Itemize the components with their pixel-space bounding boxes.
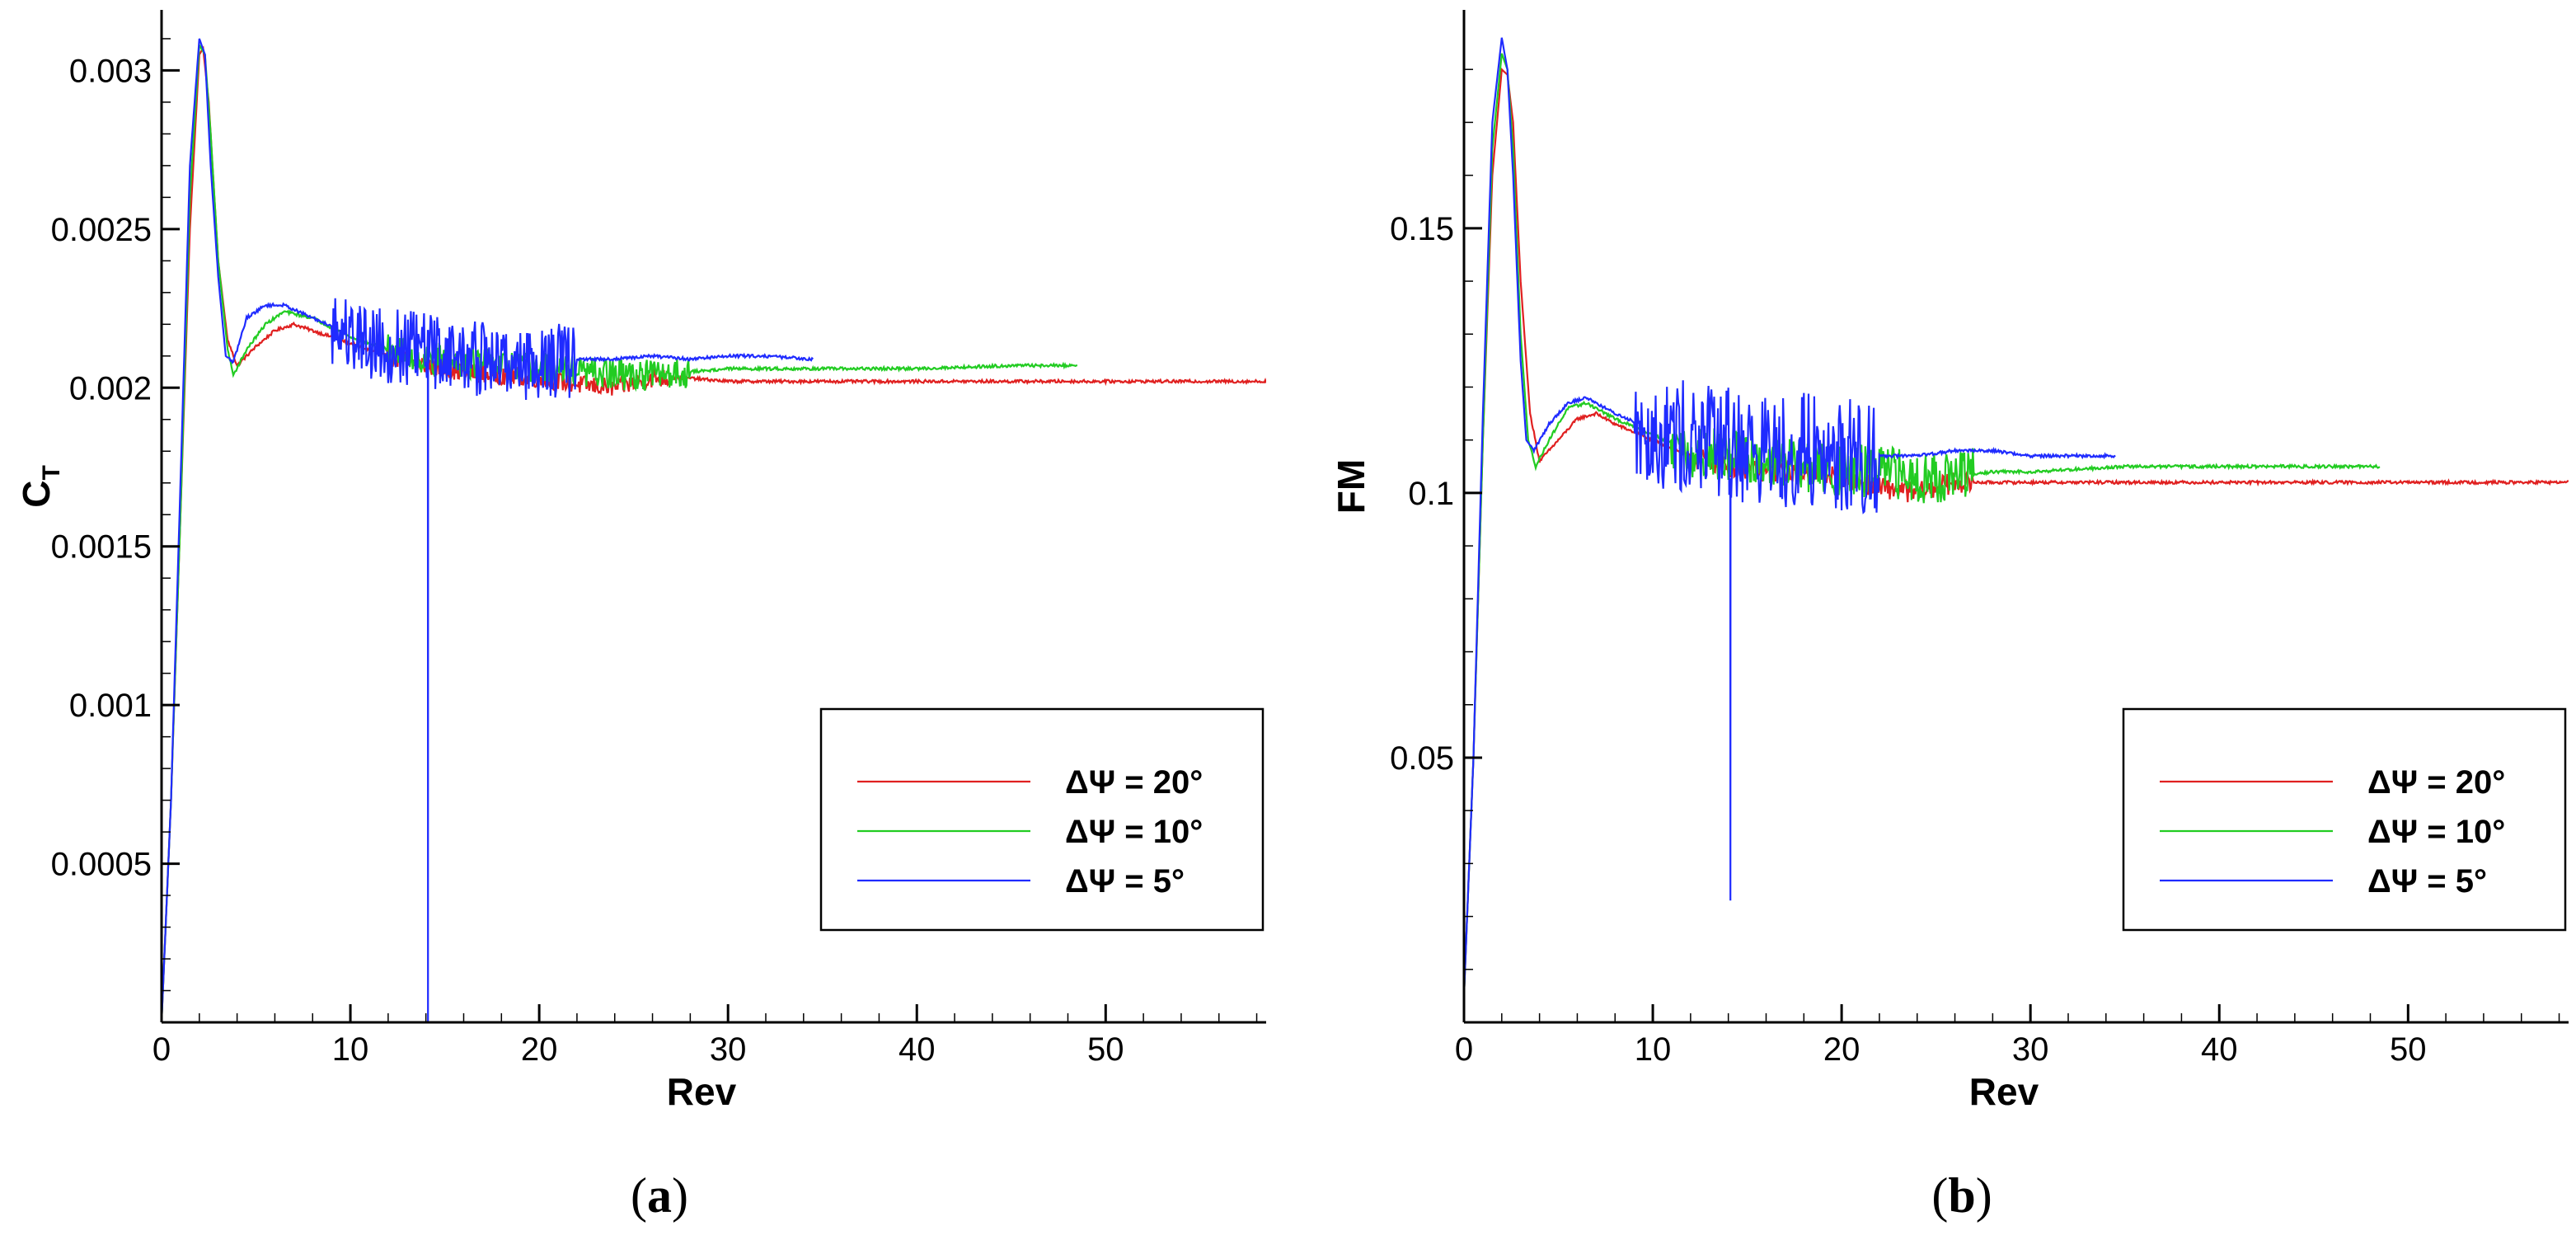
legend-label: ΔΨ = 5° [2367,863,2487,899]
x-tick-label: 10 [1635,1031,1672,1068]
legend-label: ΔΨ = 20° [1065,764,1203,801]
x-axis-label: Rev [1969,1070,2039,1113]
series-group [162,38,1266,1022]
legend-label: ΔΨ = 20° [2367,764,2505,801]
series-line-2 [1464,53,2381,996]
series-line-3 [1464,37,2116,996]
y-tick-label: 0.15 [1390,211,1454,247]
x-tick-label: 0 [1455,1031,1473,1068]
series-line-3 [162,38,814,1022]
y-tick-label: 0.0005 [51,847,152,883]
x-axis-label: Rev [667,1070,737,1113]
x-tick-label: 30 [710,1031,747,1068]
y-tick-label: 0.001 [69,688,152,724]
y-tick-label: 0.003 [69,53,152,89]
legend-label: ΔΨ = 10° [1065,814,1203,850]
panel-a-chart: 0 10 20 30 40 50 0.0005 0.001 0.0015 0.002 0.0025 0… [15,10,1266,1223]
x-tick-label: 40 [899,1031,936,1068]
legend-label: ΔΨ = 10° [2367,814,2505,850]
x-tick-label: 30 [2012,1031,2049,1068]
x-tick-label: 10 [332,1031,369,1068]
y-axis-label: FM [1330,459,1372,514]
x-tick-label: 50 [2390,1031,2427,1068]
legend-box [819,707,1265,932]
x-tick-label: 20 [1823,1031,1860,1068]
y-tick-label: 0.05 [1390,740,1454,777]
y-tick-label: 0.0015 [51,529,152,566]
x-tick-label: 40 [2201,1031,2238,1068]
y-axis-label: CT [15,465,65,508]
legend-label: ΔΨ = 5° [1065,863,1185,899]
panel-label: (b) [1931,1168,1992,1223]
y-tick-label: 0.1 [1408,476,1454,512]
x-tick-label: 20 [521,1031,558,1068]
panel-b-chart: 0 10 20 30 40 50 0.05 0.1 0.15 Rev FM ΔΨ = 20° ΔΨ = … [1330,10,2569,1223]
panel-label: (a) [631,1168,688,1223]
series-group [1464,37,2569,996]
x-tick-label: 0 [152,1031,171,1068]
legend-box [2122,707,2567,932]
x-tick-label: 50 [1087,1031,1124,1068]
y-axis-label-subscript: T [38,465,65,480]
y-tick-label: 0.002 [69,370,152,406]
y-tick-label: 0.0025 [51,212,152,248]
